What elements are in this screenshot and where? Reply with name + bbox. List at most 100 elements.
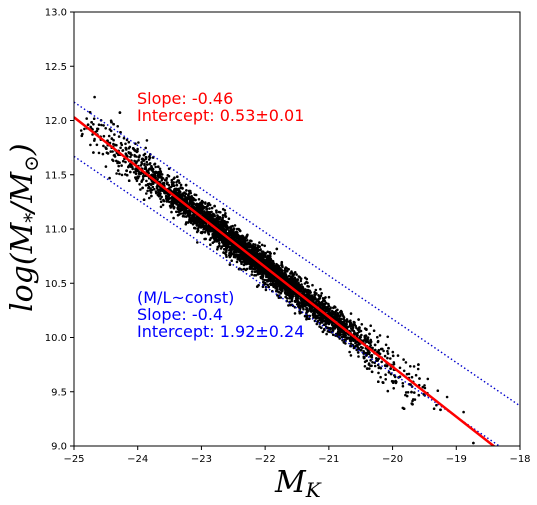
scatter-point — [254, 263, 257, 267]
scatter-point — [179, 183, 183, 187]
scatter-point — [275, 289, 278, 293]
scatter-point — [272, 282, 275, 286]
scatter-point — [418, 377, 421, 380]
scatter-point — [274, 264, 278, 268]
scatter-point — [230, 248, 233, 252]
scatter-point — [303, 314, 307, 318]
scatter-point — [92, 151, 95, 154]
scatter-point — [194, 193, 198, 197]
scatter-point — [223, 222, 227, 225]
scatter-point — [110, 120, 113, 124]
scatter-point — [256, 249, 259, 252]
scatter-point — [241, 240, 245, 244]
scatter-point — [92, 117, 96, 120]
scatter-point — [251, 267, 254, 270]
scatter-point — [289, 272, 292, 275]
scatter-point — [417, 363, 420, 366]
scatter-point — [392, 362, 396, 366]
scatter-point — [201, 225, 205, 228]
scatter-point — [97, 151, 101, 155]
scatter-point — [145, 160, 149, 164]
scatter-point — [404, 393, 407, 397]
scatter-point — [401, 384, 405, 388]
scatter-point — [423, 386, 427, 390]
scatter-point — [196, 229, 200, 232]
scatter-point — [211, 213, 214, 216]
scatter-point — [304, 288, 307, 291]
scatter-point — [101, 152, 105, 156]
scatter-point — [366, 336, 370, 339]
scatter-point — [291, 273, 295, 276]
scatter-point — [223, 220, 226, 223]
scatter-point — [285, 269, 289, 273]
scatter-point — [159, 170, 163, 174]
scatter-point — [337, 320, 340, 324]
scatter-point — [371, 361, 374, 364]
scatter-point — [369, 359, 372, 362]
scatter-point — [125, 169, 128, 173]
scatter-point — [278, 280, 281, 284]
scatter-point — [316, 316, 320, 320]
scatter-point — [92, 123, 95, 126]
scatter-point — [246, 239, 249, 242]
scatter-point — [106, 152, 110, 155]
scatter-point — [229, 228, 233, 231]
scatter-point — [161, 203, 165, 207]
scatter-point — [223, 248, 226, 251]
scatter-point — [247, 248, 250, 252]
scatter-point — [205, 225, 209, 229]
scatter-point — [280, 261, 284, 265]
scatter-point — [305, 277, 309, 281]
scatter-point — [207, 228, 210, 232]
scatter-point — [193, 214, 196, 218]
scatter-point — [172, 181, 175, 184]
scatter-point — [140, 161, 143, 164]
scatter-point — [266, 274, 270, 278]
scatter-point — [292, 279, 295, 283]
scatter-point — [381, 381, 385, 385]
scatter-point — [141, 186, 144, 190]
scatter-point — [200, 208, 204, 211]
scatter-point — [266, 280, 269, 283]
scatter-point — [358, 330, 361, 333]
scatter-point — [170, 181, 174, 184]
scatter-point — [337, 313, 340, 317]
scatter-point — [239, 242, 243, 245]
scatter-point — [173, 201, 177, 204]
scatter-point — [245, 262, 248, 266]
scatter-point — [359, 348, 363, 352]
scatter-point — [370, 370, 374, 374]
scatter-point — [122, 136, 126, 140]
scatter-point — [286, 279, 290, 283]
scatter-point — [236, 240, 240, 244]
scatter-point — [160, 179, 163, 182]
scatter-point — [163, 190, 167, 193]
scatter-point — [294, 285, 298, 289]
scatter-point — [136, 149, 139, 153]
scatter-point — [340, 335, 344, 339]
scatter-point — [135, 155, 138, 158]
scatter-point — [348, 350, 351, 354]
scatter-point — [387, 371, 391, 374]
scatter-point — [145, 192, 148, 195]
scatter-point — [196, 241, 199, 244]
scatter-point — [121, 149, 124, 152]
scatter-point — [426, 377, 430, 381]
scatter-point — [199, 231, 203, 234]
scatter-point — [134, 172, 138, 176]
scatter-point — [105, 147, 108, 150]
scatter-point — [228, 263, 232, 266]
scatter-point — [210, 229, 214, 233]
scatter-point — [183, 210, 187, 213]
scatter-point — [339, 311, 342, 314]
scatter-point — [263, 272, 266, 275]
scatter-point — [207, 202, 211, 205]
scatter-point — [297, 301, 301, 304]
scatter-point — [213, 234, 216, 237]
scatter-point — [220, 245, 224, 248]
scatter-point — [256, 269, 259, 273]
scatter-point — [129, 170, 132, 174]
scatter-point — [224, 245, 228, 248]
scatter-point — [198, 222, 202, 226]
scatter-point — [207, 217, 210, 220]
